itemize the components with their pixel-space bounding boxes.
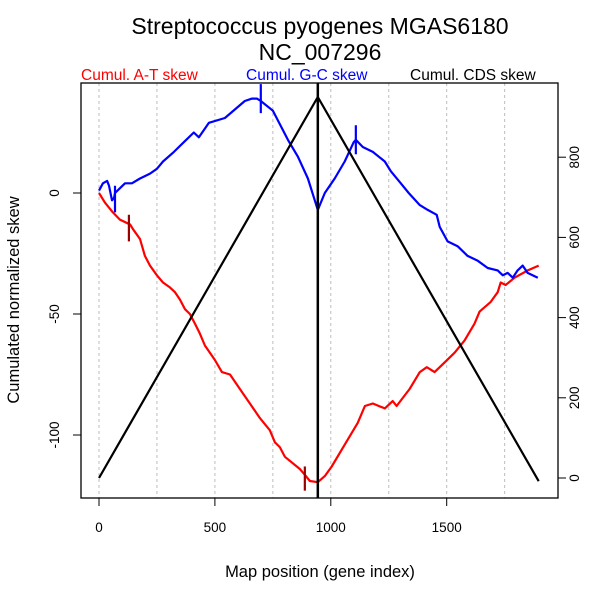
grid-lines [98, 83, 506, 498]
y-right-tick-label: 200 [567, 387, 582, 410]
y-left-tick-label: 0 [47, 189, 62, 197]
x-axis-title: Map position (gene index) [225, 563, 415, 581]
x-tick-label: 1500 [432, 520, 462, 535]
series-group [98, 83, 540, 498]
marker-group [113, 84, 357, 491]
y-right-tick-label: 0 [567, 474, 582, 482]
chart-title: Streptococcus pyogenes MGAS6180 [131, 13, 508, 39]
y-right-tick-label: 600 [567, 226, 582, 249]
x-tick-label: 1000 [316, 520, 346, 535]
x-axis: 0 500 1000 1500 [95, 498, 462, 535]
legend-cds-skew: Cumul. CDS skew [410, 67, 537, 84]
y-left-tick-label: -100 [47, 421, 62, 448]
chart-subtitle: NC_007296 [259, 39, 382, 65]
plot-frame [80, 82, 559, 499]
legend-gc-skew: Cumul. G-C skew [246, 67, 368, 84]
y-right-tick-label: 800 [567, 146, 582, 169]
x-tick-label: 0 [95, 520, 103, 535]
y-left-tick-label: -50 [47, 304, 62, 324]
y-axis-title: Cumulated normalized skew [5, 196, 23, 403]
legend-at-skew: Cumul. A-T skew [81, 67, 199, 84]
x-tick-label: 500 [204, 520, 227, 535]
y-axis-right: 0 200 400 600 800 [558, 146, 582, 482]
y-right-tick-label: 400 [567, 306, 582, 329]
y-axis-left: 0 -50 -100 [47, 189, 81, 449]
series-line-at-skew [98, 192, 540, 484]
